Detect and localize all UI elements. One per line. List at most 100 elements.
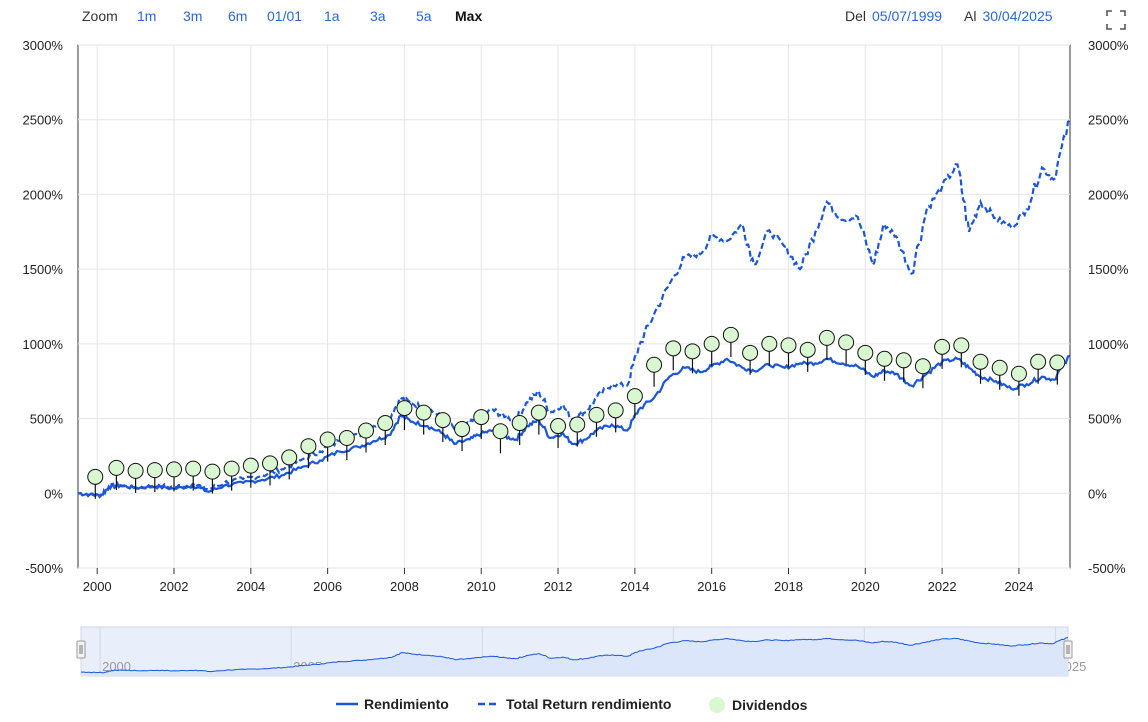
dividend-circle: [530, 404, 547, 421]
y-tick-label-right: 2000%: [1088, 187, 1129, 202]
zoom-button-1m[interactable]: 1m: [137, 8, 157, 24]
dividend-marker: [242, 457, 259, 488]
dividend-markers[interactable]: [87, 326, 1066, 499]
dividend-marker: [761, 335, 778, 366]
from-date-input[interactable]: 05/07/1999: [872, 8, 943, 24]
x-tick-label: 2014: [620, 579, 649, 594]
dividend-circle: [1049, 354, 1066, 371]
dividend-marker: [473, 409, 490, 440]
fullscreen-icon[interactable]: [1106, 10, 1126, 30]
navigator[interactable]: 200020052010201520202025: [76, 626, 1086, 677]
zoom-button-3y[interactable]: 3a: [370, 8, 386, 24]
dividend-circle: [87, 468, 104, 485]
dividend-circle: [338, 429, 355, 446]
dividend-circle: [569, 416, 586, 433]
dividend-marker: [454, 421, 471, 452]
y-tick-label-right: 2500%: [1088, 113, 1129, 128]
x-tick-label: 2022: [928, 579, 957, 594]
dividend-marker: [396, 400, 413, 431]
dividend-circle: [415, 404, 432, 421]
x-tick-label: 2002: [160, 579, 189, 594]
to-date-input[interactable]: 30/04/2025: [982, 8, 1053, 24]
dividend-circle: [953, 337, 970, 354]
dividend-circle: [319, 431, 336, 448]
navigator-handle-left[interactable]: [76, 640, 86, 659]
y-tick-label-left: -500%: [25, 561, 63, 576]
x-tick-label: 2000: [83, 579, 112, 594]
dividend-marker: [87, 468, 104, 499]
dividend-marker: [665, 340, 682, 371]
dividend-circle: [396, 400, 413, 417]
dividend-marker: [204, 463, 221, 494]
zoom-button-1y[interactable]: 1a: [324, 8, 340, 24]
y-tick-label-right: 500%: [1088, 412, 1122, 427]
legend-item-total-return[interactable]: Total Return rendimiento: [478, 696, 671, 712]
legend-item-dividendos[interactable]: Dividendos: [708, 696, 807, 714]
dividend-circle: [838, 334, 855, 351]
handle-grip: [1063, 640, 1073, 659]
dividend-circle: [895, 352, 912, 369]
dividend-circle: [262, 455, 279, 472]
y-axis-left: -500% 0% 500% 1000% 1500% 2000% 2500% 3000%: [23, 38, 64, 576]
dividend-circle: [626, 388, 643, 405]
dividend-marker: [722, 326, 739, 357]
dividend-marker: [108, 459, 125, 490]
dividend-marker: [818, 329, 835, 360]
zoom-button-3m[interactable]: 3m: [183, 8, 203, 24]
x-tick-label: 2004: [236, 579, 265, 594]
dividend-marker: [895, 352, 912, 383]
dividend-marker: [358, 422, 375, 453]
dividend-circle: [857, 344, 874, 361]
grid-lines: [77, 44, 1071, 569]
x-tick-label: 2008: [390, 579, 419, 594]
dividend-circle: [300, 438, 317, 455]
dividend-marker: [262, 455, 279, 486]
dividend-marker: [914, 358, 931, 389]
dividend-circle: [550, 418, 567, 435]
zoom-button-5y[interactable]: 5a: [416, 8, 432, 24]
date-range-to: Al 30/04/2025: [964, 8, 1053, 24]
dividend-circle: [242, 457, 259, 474]
x-tick-label: 2012: [544, 579, 573, 594]
y-tick-label-left: 2500%: [23, 113, 64, 128]
dividend-marker: [646, 356, 663, 387]
dividend-marker: [319, 431, 336, 462]
dividend-circle: [799, 341, 816, 358]
plot-frame: [77, 44, 1071, 569]
dividend-circle: [818, 329, 835, 346]
dividend-circle: [377, 415, 394, 432]
to-label: Al: [964, 8, 977, 24]
dividend-circle: [646, 356, 663, 373]
y-tick-label-left: 1500%: [23, 262, 64, 277]
dividend-circle: [166, 461, 183, 478]
navigator-line: [80, 637, 1069, 674]
dividend-marker: [857, 344, 874, 375]
dividend-marker: [588, 406, 605, 437]
x-tick-label: 2024: [1004, 579, 1033, 594]
dividend-marker: [972, 353, 989, 384]
handle-grip: [76, 640, 86, 659]
dividend-marker: [703, 335, 720, 366]
zoom-button-ytd[interactable]: 01/01: [267, 8, 303, 24]
series-lines: [77, 118, 1071, 499]
dividend-marker: [377, 415, 394, 446]
dividend-circle: [742, 344, 759, 361]
legend-label-rendimiento: Rendimiento: [364, 696, 449, 712]
zoom-button-6m[interactable]: 6m: [228, 8, 248, 24]
dividend-circle: [761, 335, 778, 352]
dividend-circle: [876, 350, 893, 367]
dividend-circle: [492, 423, 509, 440]
zoom-button-max[interactable]: Max: [455, 8, 483, 24]
dividend-marker: [780, 337, 797, 368]
dividend-circle: [146, 462, 163, 479]
navigator-handle-right[interactable]: [1063, 640, 1073, 659]
dividend-circle: [281, 449, 298, 466]
dividend-circle: [972, 353, 989, 370]
solid-line-icon: [336, 702, 358, 706]
dividend-marker: [569, 416, 586, 447]
dividend-circle: [358, 422, 375, 439]
dividend-circle-icon: [709, 697, 725, 713]
dividend-circle: [914, 358, 931, 375]
legend-item-rendimiento[interactable]: Rendimiento: [336, 696, 449, 712]
dividend-circle: [108, 459, 125, 476]
